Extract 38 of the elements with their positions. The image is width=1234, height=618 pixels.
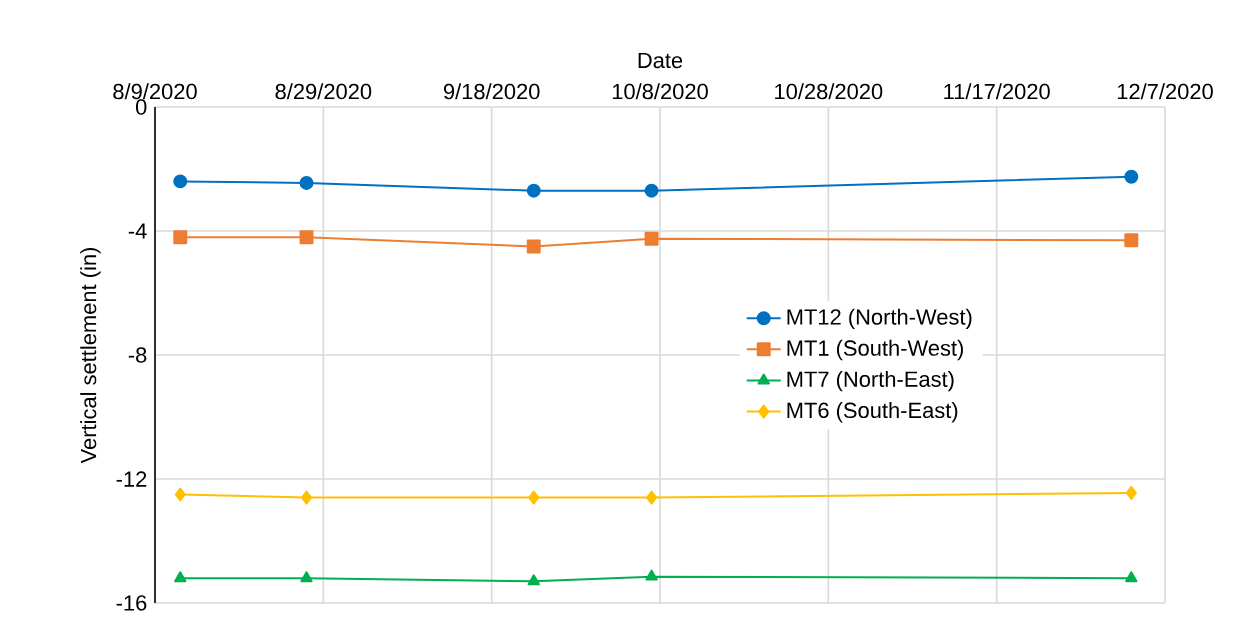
legend-label: MT12 (North-West) bbox=[787, 308, 972, 330]
x-tick-label: 8/29/2020 bbox=[275, 83, 372, 100]
point bbox=[174, 487, 186, 502]
point bbox=[174, 571, 187, 583]
point bbox=[300, 571, 313, 583]
x-tick-label: 10/8/2020 bbox=[612, 83, 708, 100]
x-tick-label: 9/18/2020 bbox=[443, 83, 540, 100]
legend-label: MT1 (South-West) bbox=[787, 339, 963, 361]
point bbox=[299, 175, 314, 190]
y-tick-label: -16 bbox=[116, 595, 147, 611]
point bbox=[1124, 233, 1139, 248]
point bbox=[644, 183, 659, 198]
point bbox=[1125, 485, 1137, 500]
x-tick-label: 10/28/2020 bbox=[775, 83, 883, 100]
point bbox=[526, 183, 541, 198]
y-tick-label: -12 bbox=[116, 471, 147, 487]
y-tick-label: -4 bbox=[128, 223, 147, 239]
x-tick-label: 12/7/2020 bbox=[1117, 83, 1213, 100]
x-tick-label: 8/9/2020 bbox=[113, 83, 197, 100]
point bbox=[299, 230, 314, 245]
point bbox=[526, 239, 541, 254]
point bbox=[173, 230, 188, 245]
y-tick-label: 0 bbox=[135, 99, 147, 115]
point bbox=[301, 490, 312, 505]
y-axis-title: Vertical settlement (in) bbox=[80, 247, 101, 464]
point bbox=[646, 490, 658, 505]
y-tick-label: -8 bbox=[128, 347, 147, 363]
point bbox=[1124, 169, 1139, 184]
legend-label: MT6 (South-East) bbox=[787, 402, 958, 423]
point bbox=[528, 490, 540, 505]
x-axis-title: Date bbox=[638, 52, 683, 69]
legend-label: MT7 (North-East) bbox=[787, 370, 954, 392]
point bbox=[527, 574, 540, 586]
point bbox=[173, 174, 188, 189]
point bbox=[644, 231, 659, 246]
x-tick-label: 11/17/2020 bbox=[944, 83, 1050, 100]
point bbox=[1125, 571, 1138, 583]
point bbox=[645, 569, 658, 581]
